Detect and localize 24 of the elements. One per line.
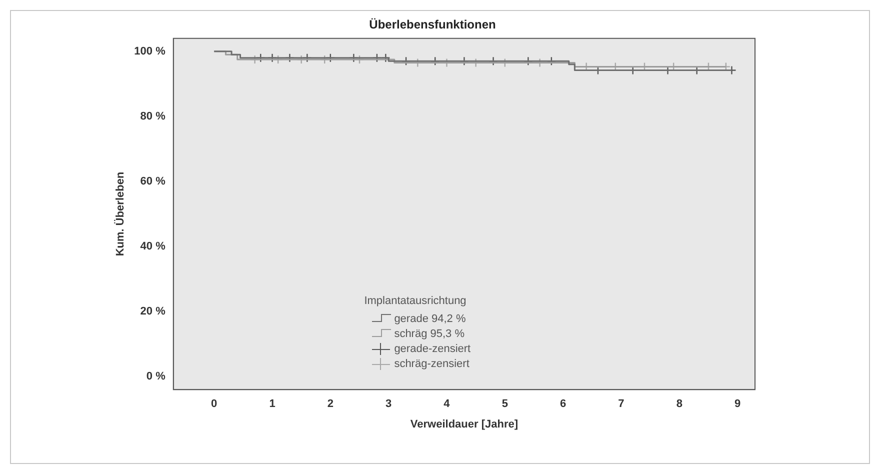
legend-label: gerade 94,2 % bbox=[394, 312, 466, 327]
y-tick-label: 80 % bbox=[140, 110, 166, 122]
x-tick-label: 9 bbox=[734, 398, 741, 410]
y-tick-label: 100 % bbox=[134, 45, 166, 58]
x-tick-label: 5 bbox=[502, 398, 508, 410]
x-axis-title: Verweildauer [Jahre] bbox=[410, 418, 518, 430]
y-tick-label: 60 % bbox=[140, 176, 166, 188]
legend-label: schräg 95,3 % bbox=[394, 326, 465, 342]
x-tick-label: 4 bbox=[444, 398, 451, 410]
x-tick-label: 2 bbox=[327, 398, 334, 410]
y-tick-label: 0 % bbox=[146, 370, 166, 383]
x-tick-label: 6 bbox=[560, 398, 566, 410]
x-tick-label: 8 bbox=[676, 398, 682, 410]
y-axis-title: Kum. Überleben bbox=[114, 172, 127, 256]
x-tick-label: 3 bbox=[386, 398, 392, 410]
x-tick-label: 0 bbox=[211, 398, 218, 410]
legend-label: schräg-zensiert bbox=[394, 356, 470, 372]
x-tick-label: 7 bbox=[618, 398, 624, 410]
legend-label: gerade-zensiert bbox=[394, 342, 471, 357]
y-tick-label: 20 % bbox=[140, 306, 166, 318]
legend-title: Implantatausrichtung bbox=[364, 294, 468, 309]
chart-title: Überlebensfunktionen bbox=[369, 18, 496, 32]
x-tick-label: 1 bbox=[269, 398, 276, 410]
y-tick-label: 40 % bbox=[140, 240, 166, 253]
